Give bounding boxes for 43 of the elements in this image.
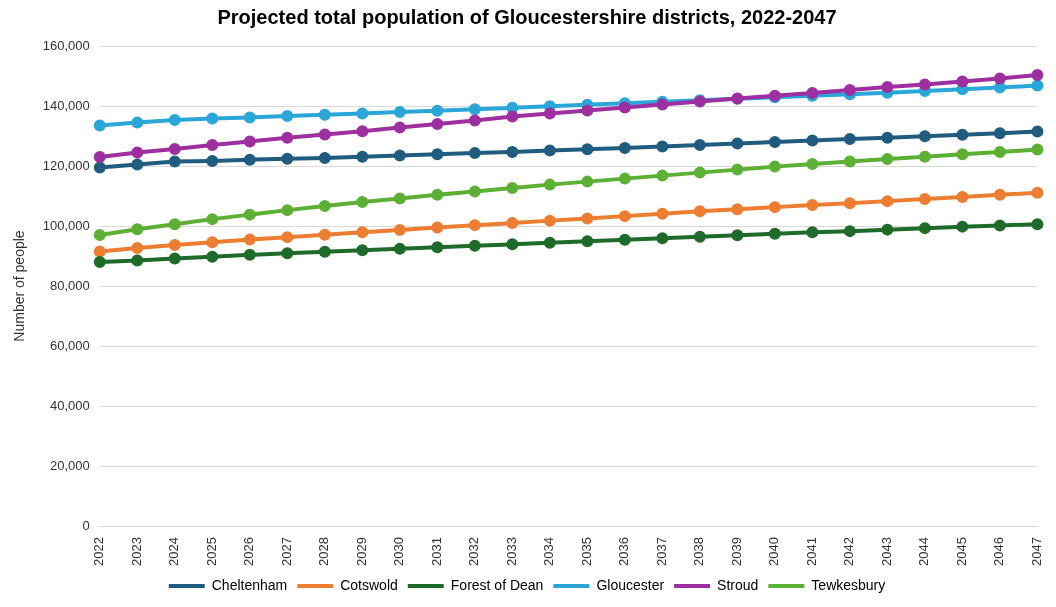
x-tick-label: 2041 bbox=[803, 537, 819, 566]
x-tick-label: 2030 bbox=[391, 537, 407, 566]
x-tick-label: 2033 bbox=[503, 537, 519, 566]
legend-label: Gloucester bbox=[596, 576, 665, 593]
x-tick-label: 2032 bbox=[466, 537, 482, 566]
x-tick-label: 2022 bbox=[91, 537, 107, 566]
y-tick-label: 0 bbox=[82, 517, 90, 533]
x-tick-label: 2024 bbox=[166, 537, 182, 566]
y-tick-label: 140,000 bbox=[42, 97, 90, 113]
x-tick-label: 2027 bbox=[278, 537, 294, 566]
x-tick-label: 2036 bbox=[616, 537, 632, 566]
x-tick-label: 2045 bbox=[953, 537, 969, 566]
x-tick-label: 2044 bbox=[916, 537, 932, 566]
legend-label: Cotswold bbox=[340, 576, 398, 593]
x-tick-label: 2035 bbox=[578, 537, 594, 566]
x-tick-label: 2037 bbox=[653, 537, 669, 566]
x-tick-label: 2031 bbox=[428, 537, 444, 566]
x-tick-label: 2040 bbox=[766, 537, 782, 566]
x-tick-label: 2026 bbox=[241, 537, 257, 566]
x-tick-label: 2043 bbox=[878, 537, 894, 566]
y-tick-label: 60,000 bbox=[50, 337, 90, 353]
legend-label: Cheltenham bbox=[211, 576, 288, 593]
legend-label: Forest of Dean bbox=[450, 576, 544, 593]
y-tick-label: 100,000 bbox=[42, 217, 90, 233]
x-tick-label: 2042 bbox=[841, 537, 857, 566]
x-tick-label: 2023 bbox=[128, 537, 144, 566]
y-tick-label: 40,000 bbox=[50, 397, 90, 413]
x-tick-label: 2038 bbox=[691, 537, 707, 566]
x-tick-label: 2046 bbox=[991, 537, 1007, 566]
chart-title: Projected total population of Gloucestershire districts, 2022-2047 bbox=[217, 5, 837, 28]
y-tick-label: 80,000 bbox=[50, 277, 90, 293]
legend-label: Stroud bbox=[717, 576, 759, 593]
x-tick-label: 2034 bbox=[541, 537, 557, 566]
x-tick-label: 2039 bbox=[728, 537, 744, 566]
x-tick-label: 2025 bbox=[203, 537, 219, 566]
y-tick-label: 20,000 bbox=[50, 457, 90, 473]
y-axis-title: Number of people bbox=[11, 230, 28, 342]
x-tick-label: 2047 bbox=[1028, 537, 1044, 566]
y-tick-label: 160,000 bbox=[42, 37, 90, 53]
y-tick-label: 120,000 bbox=[42, 157, 90, 173]
legend-label: Tewkesbury bbox=[811, 576, 886, 593]
x-tick-label: 2029 bbox=[353, 537, 369, 566]
x-tick-label: 2028 bbox=[316, 537, 332, 566]
